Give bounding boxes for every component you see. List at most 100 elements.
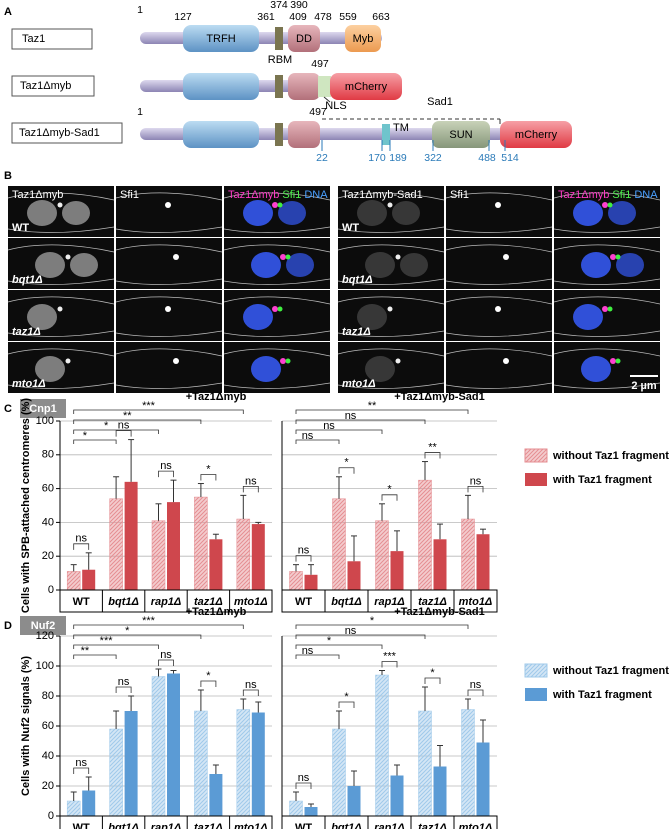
x-tick-label: rap1Δ xyxy=(151,822,182,829)
cell-outline xyxy=(115,348,223,389)
nucleus xyxy=(251,356,281,382)
nucleus xyxy=(243,304,273,330)
position: 559 xyxy=(339,11,357,23)
x-tick-label: bqt1Δ xyxy=(108,596,139,608)
annotation: TM xyxy=(393,122,409,134)
legend-swatch xyxy=(524,663,548,678)
domain xyxy=(183,73,259,100)
row-label: bqt1Δ xyxy=(12,274,43,286)
bar xyxy=(109,498,123,591)
nucleus xyxy=(400,253,428,277)
legend-label: without Taz1 fragment xyxy=(552,665,669,677)
bar xyxy=(433,539,447,590)
significance-label: *** xyxy=(383,650,397,662)
construct-box xyxy=(11,122,123,144)
y-tick-label: 60 xyxy=(42,483,54,495)
significance-label: * xyxy=(125,625,130,637)
position: 390 xyxy=(290,0,308,11)
channel-label: Taz1Δmyb-Sad1 xyxy=(342,189,423,201)
channel-label: Sfi1 xyxy=(120,189,139,201)
chart-title: +Taz1Δmyb-Sad1 xyxy=(394,606,485,618)
nucleus xyxy=(278,201,306,225)
cell-outline xyxy=(223,192,331,233)
bar xyxy=(332,728,346,817)
significance-label: *** xyxy=(100,635,114,647)
merge-channel: Taz1Δmyb xyxy=(558,189,609,201)
row-label: taz1Δ xyxy=(12,326,41,338)
significance-bracket xyxy=(295,782,312,789)
protein-box xyxy=(20,616,66,635)
domain-label: Myb xyxy=(353,33,374,45)
significance-bracket xyxy=(73,419,202,424)
position: 361 xyxy=(257,11,275,23)
nucleus xyxy=(35,252,65,278)
x-tick-label: bqt1Δ xyxy=(108,822,139,829)
spot xyxy=(65,254,71,260)
bar xyxy=(390,551,404,590)
construct-box xyxy=(11,28,93,50)
spot xyxy=(610,254,616,260)
domain xyxy=(330,73,402,100)
sad1-position: 170 xyxy=(368,152,386,164)
significance-label: ** xyxy=(368,400,377,412)
significance-bracket xyxy=(381,494,398,501)
x-tick-label: taz1Δ xyxy=(418,822,447,829)
spot xyxy=(165,202,171,208)
merge-channel: Sfi1 xyxy=(612,189,631,201)
nucleus xyxy=(608,201,636,225)
spot xyxy=(272,306,278,312)
merge-channel: DNA xyxy=(634,189,658,201)
position: 374 xyxy=(270,0,288,11)
significance-label: ns xyxy=(470,475,482,487)
sad1-ticks xyxy=(321,140,506,151)
domain xyxy=(275,75,283,98)
x-tick-label: taz1Δ xyxy=(194,596,223,608)
position: 409 xyxy=(289,11,307,23)
significance-bracket xyxy=(73,409,244,414)
spot xyxy=(277,306,283,312)
bar xyxy=(375,674,389,817)
channel-label: Taz1Δmyb xyxy=(12,189,63,201)
significance-label: ns xyxy=(298,772,310,784)
annotation: RBM xyxy=(268,54,292,66)
nucleus xyxy=(251,252,281,278)
bar xyxy=(347,561,361,590)
y-tick-label: 60 xyxy=(42,720,54,732)
nucleus xyxy=(70,253,98,277)
chart-title: +Taz1Δmyb xyxy=(186,391,247,403)
significance-label: ns xyxy=(245,679,257,691)
position: 497 xyxy=(309,106,327,118)
y-tick-label: 40 xyxy=(42,750,54,762)
legend-swatch xyxy=(525,473,547,486)
significance-label: ns xyxy=(245,475,257,487)
bar xyxy=(124,481,138,590)
sad1-position: 189 xyxy=(389,152,407,164)
spot xyxy=(607,306,613,312)
position: 1 xyxy=(137,4,143,16)
bar xyxy=(167,673,180,816)
significance-label: * xyxy=(104,420,109,432)
bar xyxy=(82,790,96,816)
significance-bracket xyxy=(200,474,217,481)
nucleus xyxy=(581,356,611,382)
legend-swatch xyxy=(525,688,547,701)
cell-outline xyxy=(115,192,223,233)
spot xyxy=(285,254,291,260)
significance-label: ns xyxy=(470,679,482,691)
significance-label: ns xyxy=(118,419,130,431)
nucleus xyxy=(392,201,420,225)
significance-label: ** xyxy=(428,441,437,453)
bar xyxy=(109,728,123,817)
spot xyxy=(387,202,393,208)
cell-outline xyxy=(115,296,223,337)
leader-line xyxy=(323,96,331,103)
cell-outline xyxy=(337,348,445,389)
position: 478 xyxy=(314,11,332,23)
domain xyxy=(288,73,320,100)
row-label: mto1Δ xyxy=(342,378,376,390)
significance-label: ns xyxy=(75,757,87,769)
x-tick-label: bqt1Δ xyxy=(331,822,362,829)
nucleus xyxy=(35,356,65,382)
y-tick-label: 40 xyxy=(42,516,54,528)
y-tick-label: 120 xyxy=(36,630,54,642)
